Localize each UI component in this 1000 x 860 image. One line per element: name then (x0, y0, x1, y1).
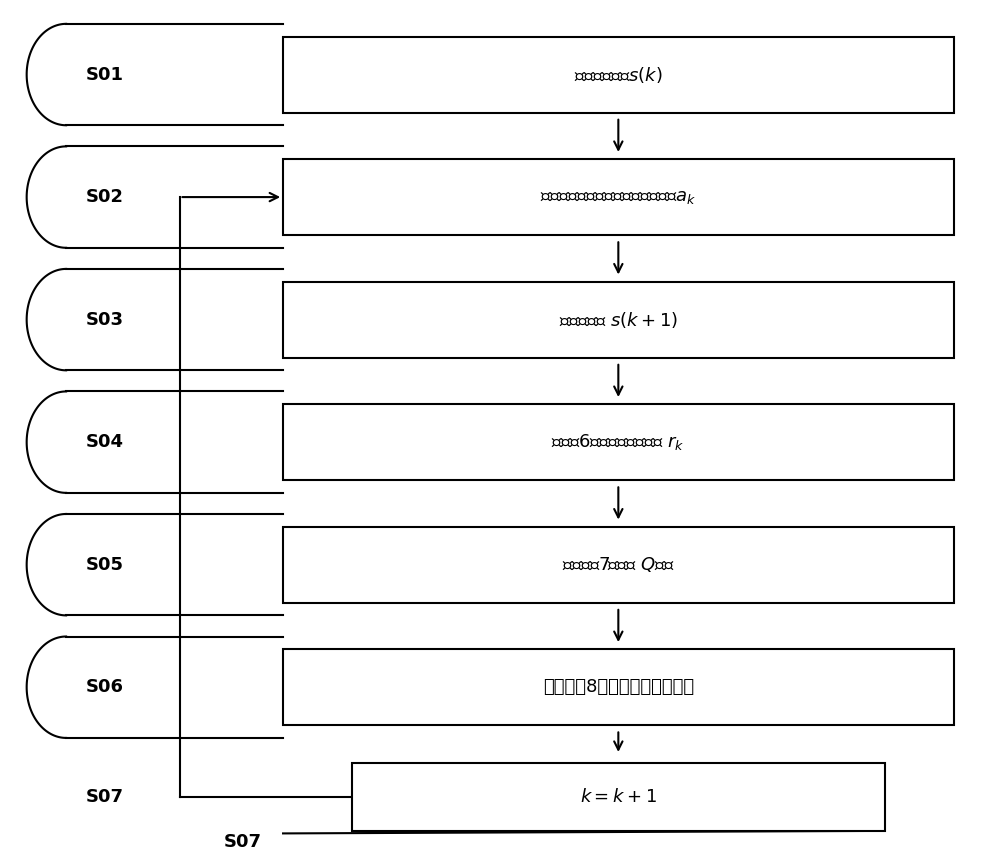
Text: 根据动作概率分布选择并输出动作$a_k$: 根据动作概率分布选择并输出动作$a_k$ (540, 188, 696, 206)
Text: 由式（6）获得立即奖励值 $r_k$: 由式（6）获得立即奖励值 $r_k$ (551, 432, 685, 452)
Text: S06: S06 (86, 679, 124, 697)
Bar (283, 159, 954, 235)
Text: S04: S04 (86, 433, 124, 452)
Bar (352, 764, 885, 831)
Bar (283, 649, 954, 725)
Text: S01: S01 (86, 65, 124, 83)
Text: $k=k+1$: $k=k+1$ (580, 788, 657, 806)
Bar (283, 36, 954, 113)
Text: 观察新状态 $s\left(k+1\right)$: 观察新状态 $s\left(k+1\right)$ (559, 310, 678, 329)
Bar (283, 404, 954, 480)
Text: S05: S05 (86, 556, 124, 574)
Text: S03: S03 (86, 310, 124, 329)
Text: 观察当前状态$s\left(k\right)$: 观察当前状态$s\left(k\right)$ (574, 64, 663, 84)
Bar (283, 526, 954, 603)
Text: 基于式（7）更新 $Q$矩阵: 基于式（7）更新 $Q$矩阵 (562, 556, 675, 574)
Text: S02: S02 (86, 188, 124, 206)
Text: S07: S07 (86, 788, 124, 806)
Bar (283, 281, 954, 358)
Text: S07: S07 (224, 832, 262, 851)
Text: 根据式（8）更新动作概率分布: 根据式（8）更新动作概率分布 (543, 679, 694, 697)
